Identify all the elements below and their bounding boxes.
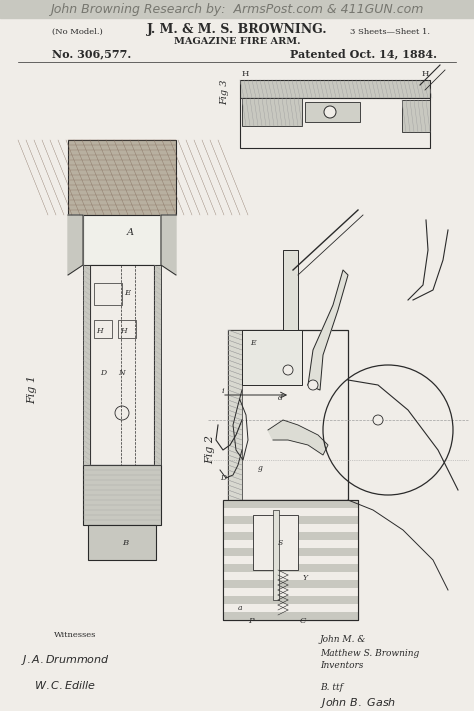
Bar — [228, 330, 242, 500]
Text: D: D — [100, 369, 106, 377]
Text: Fig 1: Fig 1 — [27, 375, 37, 405]
Text: H: H — [96, 327, 103, 335]
Bar — [223, 580, 358, 588]
Circle shape — [308, 380, 318, 390]
Bar — [223, 532, 358, 540]
Bar — [228, 330, 348, 500]
Bar — [0, 0, 474, 18]
Text: g: g — [258, 464, 263, 472]
Circle shape — [373, 415, 383, 425]
Text: $\mathit{John\ B.\ Gash}$: $\mathit{John\ B.\ Gash}$ — [320, 696, 396, 710]
Text: Witnesses: Witnesses — [54, 631, 96, 639]
Text: H: H — [422, 70, 429, 78]
Text: a: a — [238, 604, 243, 612]
Bar — [223, 612, 358, 620]
Bar — [223, 572, 358, 580]
Polygon shape — [68, 215, 83, 275]
Bar — [90, 265, 154, 465]
Bar — [118, 320, 136, 338]
Text: D: D — [220, 474, 226, 482]
Bar — [83, 265, 90, 465]
Text: $\mathit{J.A.Drummond}$: $\mathit{J.A.Drummond}$ — [20, 653, 109, 667]
Circle shape — [283, 365, 293, 375]
Bar — [402, 100, 430, 132]
Bar — [94, 320, 112, 338]
Text: H: H — [120, 327, 127, 335]
Bar — [223, 524, 358, 532]
Text: Matthew S. Browning: Matthew S. Browning — [320, 648, 419, 658]
Bar — [283, 250, 298, 330]
Bar — [240, 80, 430, 98]
Bar — [223, 588, 358, 596]
Text: E: E — [124, 289, 130, 297]
Polygon shape — [161, 215, 176, 275]
Text: $\mathit{W.C.Edille}$: $\mathit{W.C.Edille}$ — [34, 679, 96, 691]
Circle shape — [115, 406, 129, 420]
Bar — [305, 102, 360, 122]
Text: B. ttf: B. ttf — [320, 683, 343, 692]
Text: John Browning Research by:  ArmsPost.com & 411GUN.com: John Browning Research by: ArmsPost.com … — [50, 3, 424, 16]
Bar — [223, 556, 358, 564]
Bar — [223, 604, 358, 612]
Bar — [94, 283, 122, 305]
Text: B: B — [122, 539, 128, 547]
Bar — [223, 540, 358, 548]
Bar — [154, 265, 161, 465]
Text: Inventors: Inventors — [320, 661, 364, 670]
Bar — [223, 500, 358, 620]
Text: MAGAZINE FIRE ARM.: MAGAZINE FIRE ARM. — [174, 38, 300, 46]
Bar — [83, 465, 161, 525]
Bar — [240, 98, 430, 148]
Text: 3 Sheets—Sheet 1.: 3 Sheets—Sheet 1. — [350, 28, 430, 36]
Text: i: i — [222, 387, 225, 395]
Bar — [223, 500, 358, 620]
Bar — [242, 330, 302, 385]
Text: Patented Oct. 14, 1884.: Patented Oct. 14, 1884. — [290, 48, 437, 60]
Bar — [223, 564, 358, 572]
Text: d: d — [278, 394, 283, 402]
Polygon shape — [308, 270, 348, 390]
Text: John M. &: John M. & — [320, 636, 366, 644]
Text: N: N — [118, 369, 125, 377]
Text: No. 306,577.: No. 306,577. — [52, 48, 131, 60]
Bar — [68, 140, 176, 215]
Bar — [223, 596, 358, 604]
Text: P: P — [248, 617, 254, 625]
Polygon shape — [268, 420, 328, 455]
Text: C: C — [300, 617, 306, 625]
Text: Fig 3: Fig 3 — [220, 79, 229, 105]
Bar — [223, 516, 358, 524]
Bar — [223, 500, 358, 508]
Text: A: A — [127, 228, 134, 237]
Bar — [88, 525, 156, 560]
Text: Fig 2: Fig 2 — [205, 436, 215, 464]
Bar — [83, 215, 161, 265]
Text: (No Model.): (No Model.) — [52, 28, 103, 36]
Bar — [253, 515, 298, 570]
Bar — [273, 510, 279, 600]
Text: S: S — [278, 539, 283, 547]
Bar — [223, 508, 358, 516]
Bar — [242, 98, 302, 126]
Circle shape — [324, 106, 336, 118]
Text: Y: Y — [303, 574, 308, 582]
Text: E: E — [250, 339, 255, 347]
Text: J. M. & M. S. BROWNING.: J. M. & M. S. BROWNING. — [146, 23, 328, 36]
Text: H: H — [242, 70, 249, 78]
Bar — [223, 548, 358, 556]
